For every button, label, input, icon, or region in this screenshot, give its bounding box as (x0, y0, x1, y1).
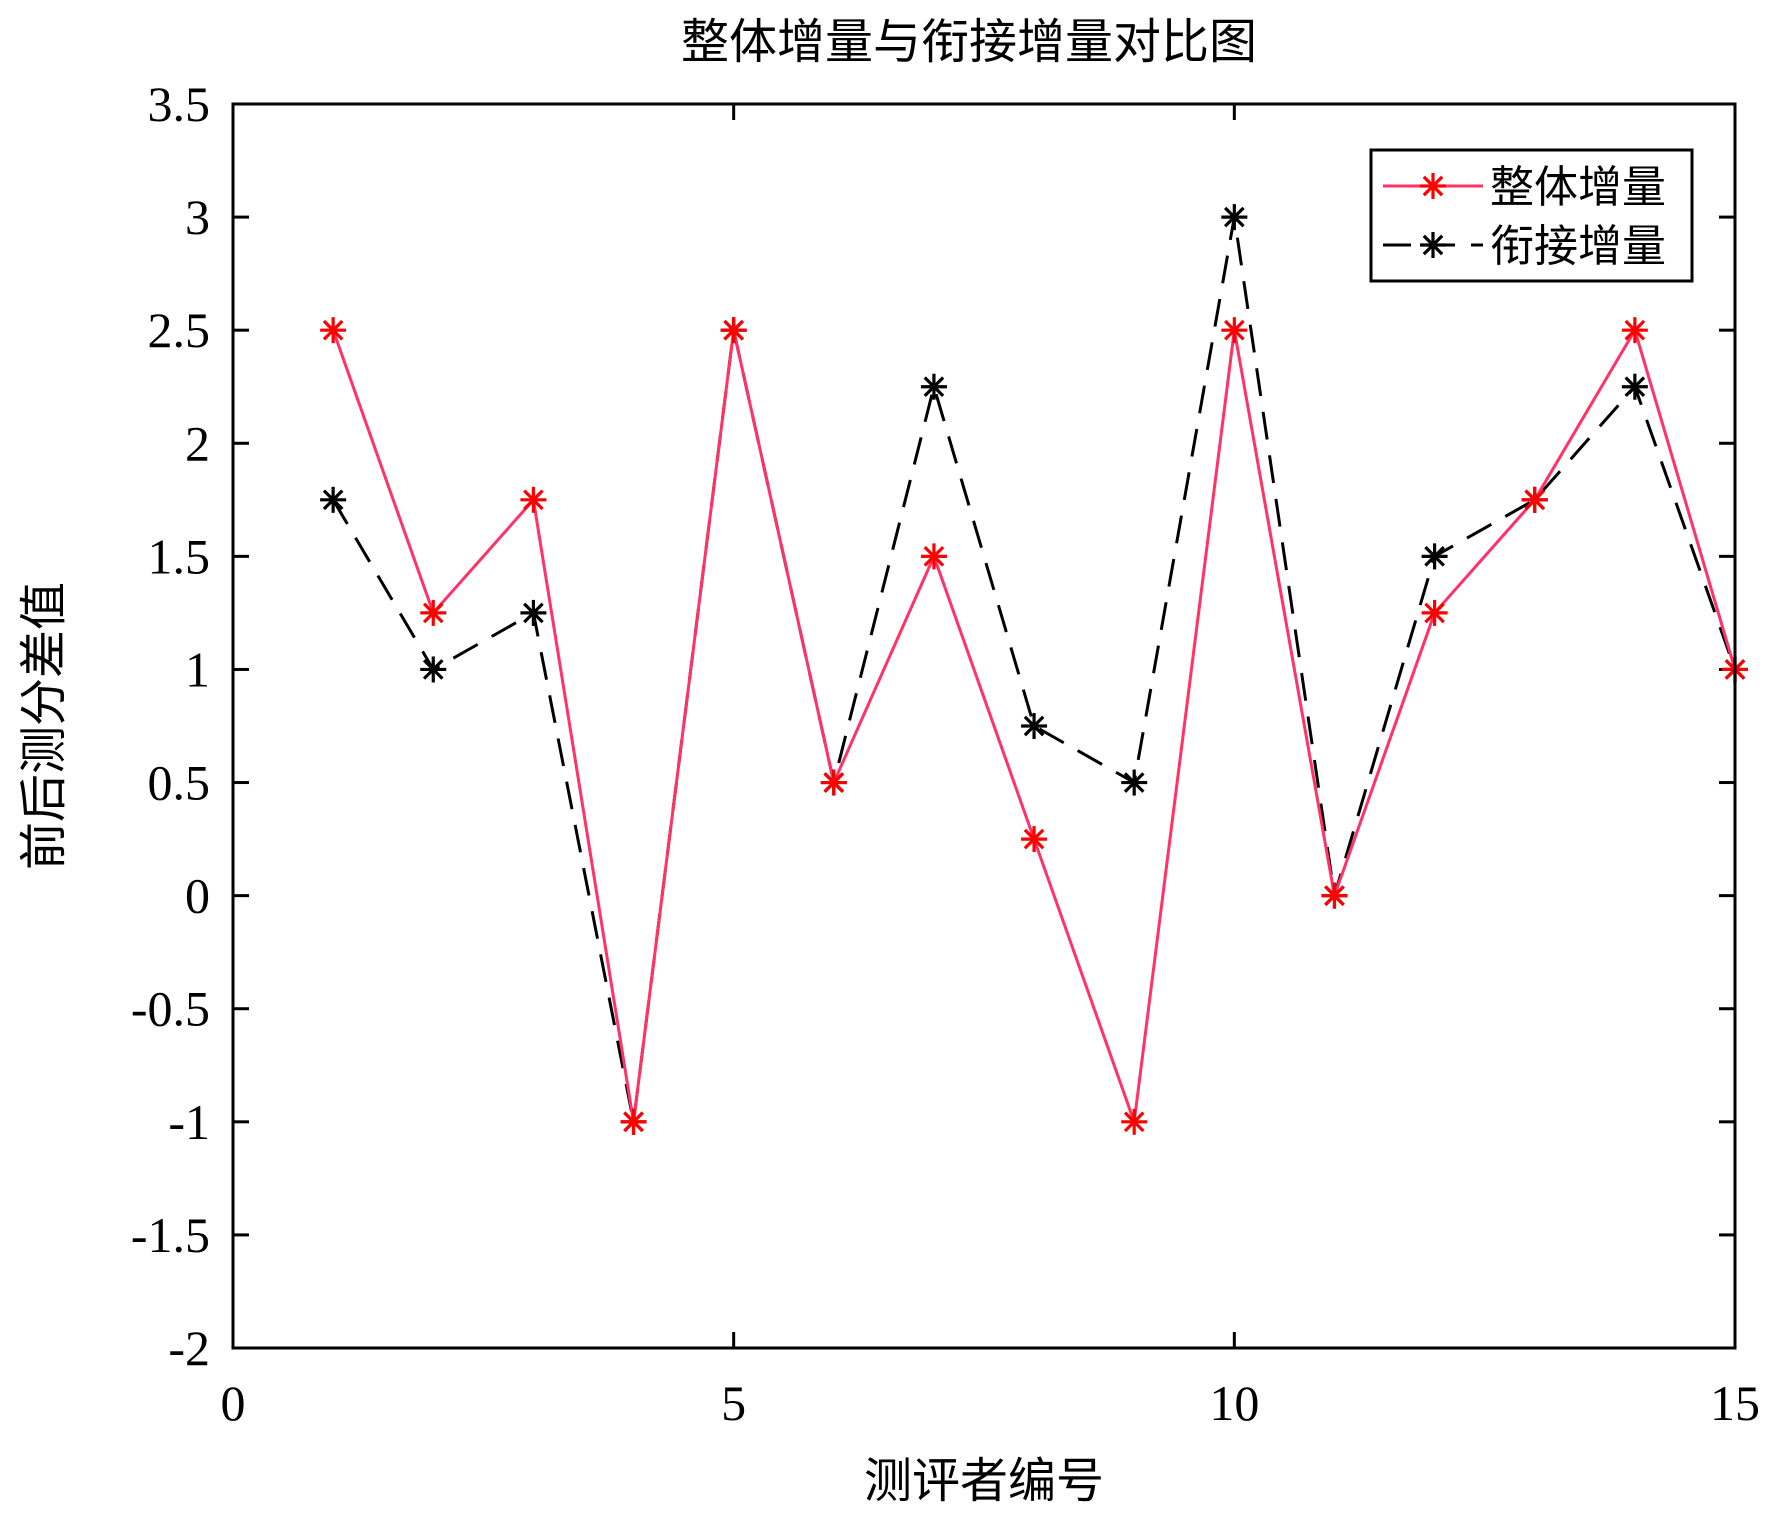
y-tick-label: -2 (168, 1320, 210, 1376)
series-overall-point (920, 543, 947, 570)
plot-frame (231, 102, 1737, 1350)
series-connection-point (1421, 543, 1448, 570)
legend-star-overall (1420, 173, 1446, 199)
series-overall-point (620, 1108, 647, 1135)
legend-box (1369, 148, 1694, 283)
series-overall-point (720, 317, 747, 344)
y-tick-label: 3.5 (148, 76, 211, 132)
legend-marker-overall (1420, 173, 1446, 199)
series-overall-point (1021, 826, 1048, 853)
series-connection-point (1221, 204, 1248, 231)
series-connection-point (520, 599, 547, 626)
y-tick-label: 2.5 (148, 302, 211, 358)
legend-star-connection (1420, 232, 1446, 258)
y-tick-labels: -2 -1.5 -1 -0.5 0 0.5 1 1.5 2 2.5 3 3.5 (131, 76, 210, 1376)
series-overall-point (1421, 599, 1448, 626)
series-connection-point (1121, 769, 1148, 796)
series-overall-point (520, 486, 547, 513)
series-overall-point (320, 317, 347, 344)
x-tick-label: 5 (721, 1375, 746, 1431)
x-axis-title: 测评者编号 (864, 1453, 1104, 1509)
chart-title: 整体增量与衔接增量对比图 (681, 14, 1257, 70)
series-overall-point (1521, 486, 1548, 513)
y-tick-label: 1 (185, 641, 210, 697)
x-tick-label: 15 (1710, 1375, 1760, 1431)
y-tick-label: -1.5 (131, 1207, 210, 1263)
y-tick-label: 2 (185, 415, 210, 471)
series-overall-point (820, 769, 847, 796)
series-layer (320, 204, 1748, 1135)
y-tick-label: 0 (185, 868, 210, 924)
legend-marker-connection (1420, 232, 1446, 258)
legend-label-connection: 衔接增量 (1490, 221, 1666, 272)
series-connection-point (1621, 373, 1648, 400)
legend: 整体增量 衔接增量 (1369, 148, 1694, 283)
series-overall-point (1121, 1108, 1148, 1135)
x-tick-labels: 0 5 10 15 (221, 1375, 1761, 1431)
series-overall-point (1221, 317, 1248, 344)
y-tick-label: 1.5 (148, 528, 211, 584)
series-overall-point (1321, 882, 1348, 909)
y-tick-label: -1 (168, 1094, 210, 1150)
series-connection-point (920, 373, 947, 400)
series-connection-point (1021, 713, 1048, 739)
series-overall-point (1621, 317, 1648, 344)
y-axis-title: 前后测分差值 (16, 582, 72, 870)
series-connection-line (331, 216, 1737, 1123)
y-tick-label: -0.5 (131, 981, 210, 1037)
series-connection-point (320, 486, 347, 513)
x-tick-label: 0 (221, 1375, 246, 1431)
series-overall-point (420, 599, 447, 626)
legend-label-overall: 整体增量 (1490, 162, 1666, 213)
x-tick-label: 10 (1209, 1375, 1259, 1431)
series-connection-point (420, 656, 447, 683)
y-tick-label: 3 (185, 189, 210, 245)
y-tick-label: 0.5 (148, 755, 211, 811)
